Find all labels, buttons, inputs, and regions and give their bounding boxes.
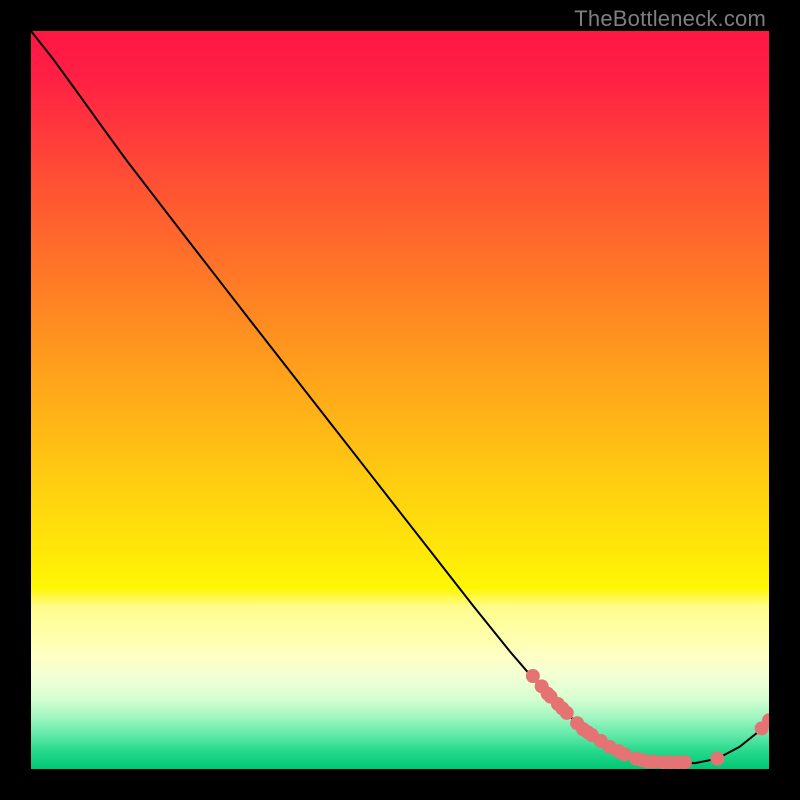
line-chart [31,31,769,769]
data-marker [678,755,692,769]
data-marker [560,706,574,720]
stage: TheBottleneck.com [0,0,800,800]
watermark-text: TheBottleneck.com [574,6,766,32]
plot-area [31,31,769,769]
markers-group [526,669,769,769]
curve-line [31,31,769,763]
data-marker [710,752,724,766]
